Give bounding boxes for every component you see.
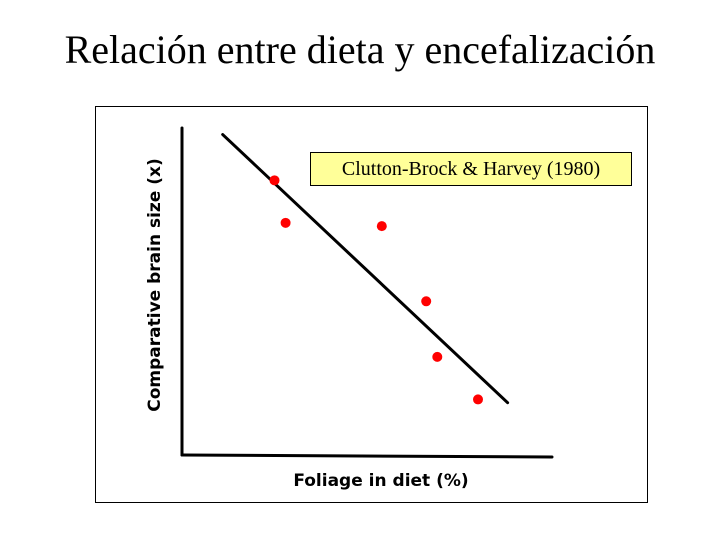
y-axis-label: Comparative brain size (x): [145, 158, 165, 412]
citation-box: Clutton-Brock & Harvey (1980): [310, 152, 632, 186]
slide-title: Relación entre dieta y encefalización: [64, 27, 656, 72]
axes: [180, 126, 554, 459]
data-point: [473, 394, 483, 405]
data-point: [421, 296, 432, 307]
x-axis-label: Foliage in diet (%): [293, 471, 468, 491]
x-axis-line: [180, 453, 554, 459]
data-points: [269, 175, 483, 405]
data-point: [432, 351, 443, 362]
data-point: [376, 221, 387, 232]
data-point: [280, 217, 291, 228]
data-point: [269, 175, 280, 186]
